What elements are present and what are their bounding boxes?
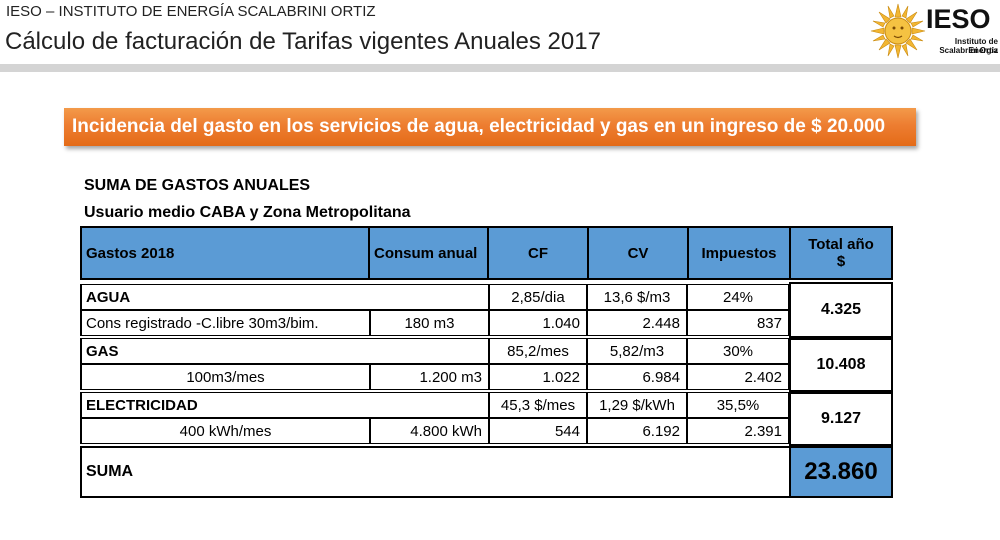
suma-label: SUMA (80, 446, 791, 498)
electricidad-detail: 400 kWh/mes (80, 418, 370, 444)
banner-text: Incidencia del gasto en los servicios de… (72, 116, 886, 137)
banner: Incidencia del gasto en los servicios de… (64, 108, 916, 146)
electricidad-cv-rate: 1,29 $/kWh (587, 392, 687, 418)
agua-cf: 1.040 (489, 310, 587, 336)
agua-cv: 2.448 (587, 310, 687, 336)
agua-cv-rate: 13,6 $/m3 (587, 284, 687, 310)
header-gastos: Gastos 2018 (80, 226, 370, 280)
gas-cf-rate: 85,2/mes (489, 338, 587, 364)
gas-consumo: 1.200 m3 (370, 364, 489, 390)
org-name: IESO – INSTITUTO DE ENERGÍA SCALABRINI O… (6, 3, 376, 20)
agua-tax-rate: 24% (687, 284, 789, 310)
logo-text: IESO (926, 4, 991, 34)
gas-cf: 1.022 (489, 364, 587, 390)
suma-total: 23.860 (789, 446, 893, 498)
expenses-table: Gastos 2018 Consum anual CF CV Impuestos… (80, 226, 893, 498)
header-total: Total año $ (789, 226, 893, 280)
agua-total: 4.325 (789, 282, 893, 338)
electricidad-consumo: 4.800 kWh (370, 418, 489, 444)
electricidad-cv: 6.192 (587, 418, 687, 444)
header-total-line1: Total año (808, 236, 874, 253)
electricidad-label: ELECTRICIDAD (80, 392, 489, 418)
page-title: Cálculo de facturación de Tarifas vigent… (5, 28, 601, 55)
section-heading: SUMA DE GASTOS ANUALES (84, 177, 311, 194)
electricidad-cf-rate: 45,3 $/mes (489, 392, 587, 418)
header-consumo: Consum anual (368, 226, 489, 280)
gas-tax-rate: 30% (687, 338, 789, 364)
header-cv: CV (587, 226, 689, 280)
electricidad-total: 9.127 (789, 392, 893, 446)
gas-detail: 100m3/mes (80, 364, 370, 390)
agua-label: AGUA (80, 284, 489, 310)
electricidad-tax: 2.391 (687, 418, 789, 444)
gas-total: 10.408 (789, 338, 893, 392)
header-total-line2: $ (836, 253, 846, 270)
gas-tax: 2.402 (687, 364, 789, 390)
sun-logo-icon (870, 3, 926, 59)
agua-detail: Cons registrado -C.libre 30m3/bim. (80, 310, 370, 336)
agua-tax: 837 (687, 310, 789, 336)
header-cf: CF (487, 226, 589, 280)
header-impuestos: Impuestos (687, 226, 791, 280)
agua-cf-rate: 2,85/dia (489, 284, 587, 310)
gas-label: GAS (80, 338, 489, 364)
header-divider (0, 64, 1000, 72)
electricidad-tax-rate: 35,5% (687, 392, 789, 418)
section-subheading: Usuario medio CABA y Zona Metropolitana (84, 204, 411, 221)
gas-cv-rate: 5,82/m3 (587, 338, 687, 364)
agua-consumo: 180 m3 (370, 310, 489, 336)
electricidad-cf: 544 (489, 418, 587, 444)
logo-subtitle-2: Scalabrini Ortiz (939, 46, 998, 55)
gas-cv: 6.984 (587, 364, 687, 390)
logo-subtitle-1: Instituto de Energía (954, 37, 998, 55)
